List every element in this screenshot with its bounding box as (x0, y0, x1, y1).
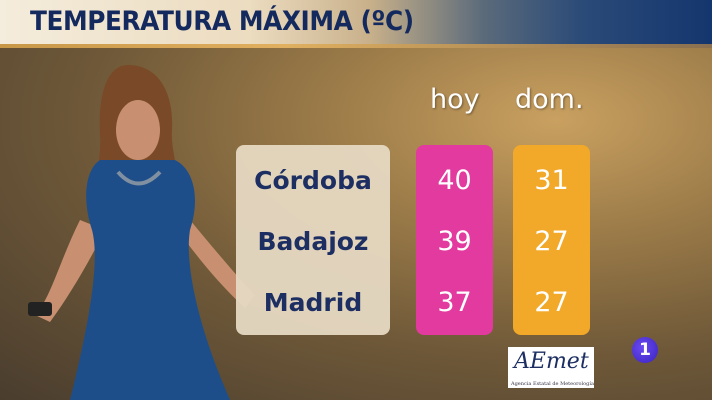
title-bar: TEMPERATURA MÁXIMA (ºC) (0, 0, 712, 48)
hoy-value: 39 (437, 226, 472, 257)
city-label: Madrid (263, 288, 363, 317)
dom-value: 27 (534, 226, 569, 257)
dom-column (513, 145, 590, 335)
remote-control (28, 302, 52, 316)
dom-value: 27 (534, 287, 569, 318)
hoy-value: 37 (437, 287, 472, 318)
dom-value: 31 (534, 165, 569, 196)
column-header-dom: dom. (515, 84, 584, 115)
hoy-value: 40 (437, 165, 472, 196)
city-panel (236, 145, 390, 335)
city-label: Córdoba (254, 166, 372, 195)
page-title: TEMPERATURA MÁXIMA (ºC) (30, 6, 414, 37)
presenter (28, 65, 255, 400)
city-label: Badajoz (257, 227, 369, 256)
channel-logo: 1 (632, 337, 658, 363)
column-header-hoy: hoy (430, 84, 480, 115)
aemet-logo: AEmet Agencia Estatal de Meteorología (508, 347, 594, 388)
hoy-column (416, 145, 493, 335)
